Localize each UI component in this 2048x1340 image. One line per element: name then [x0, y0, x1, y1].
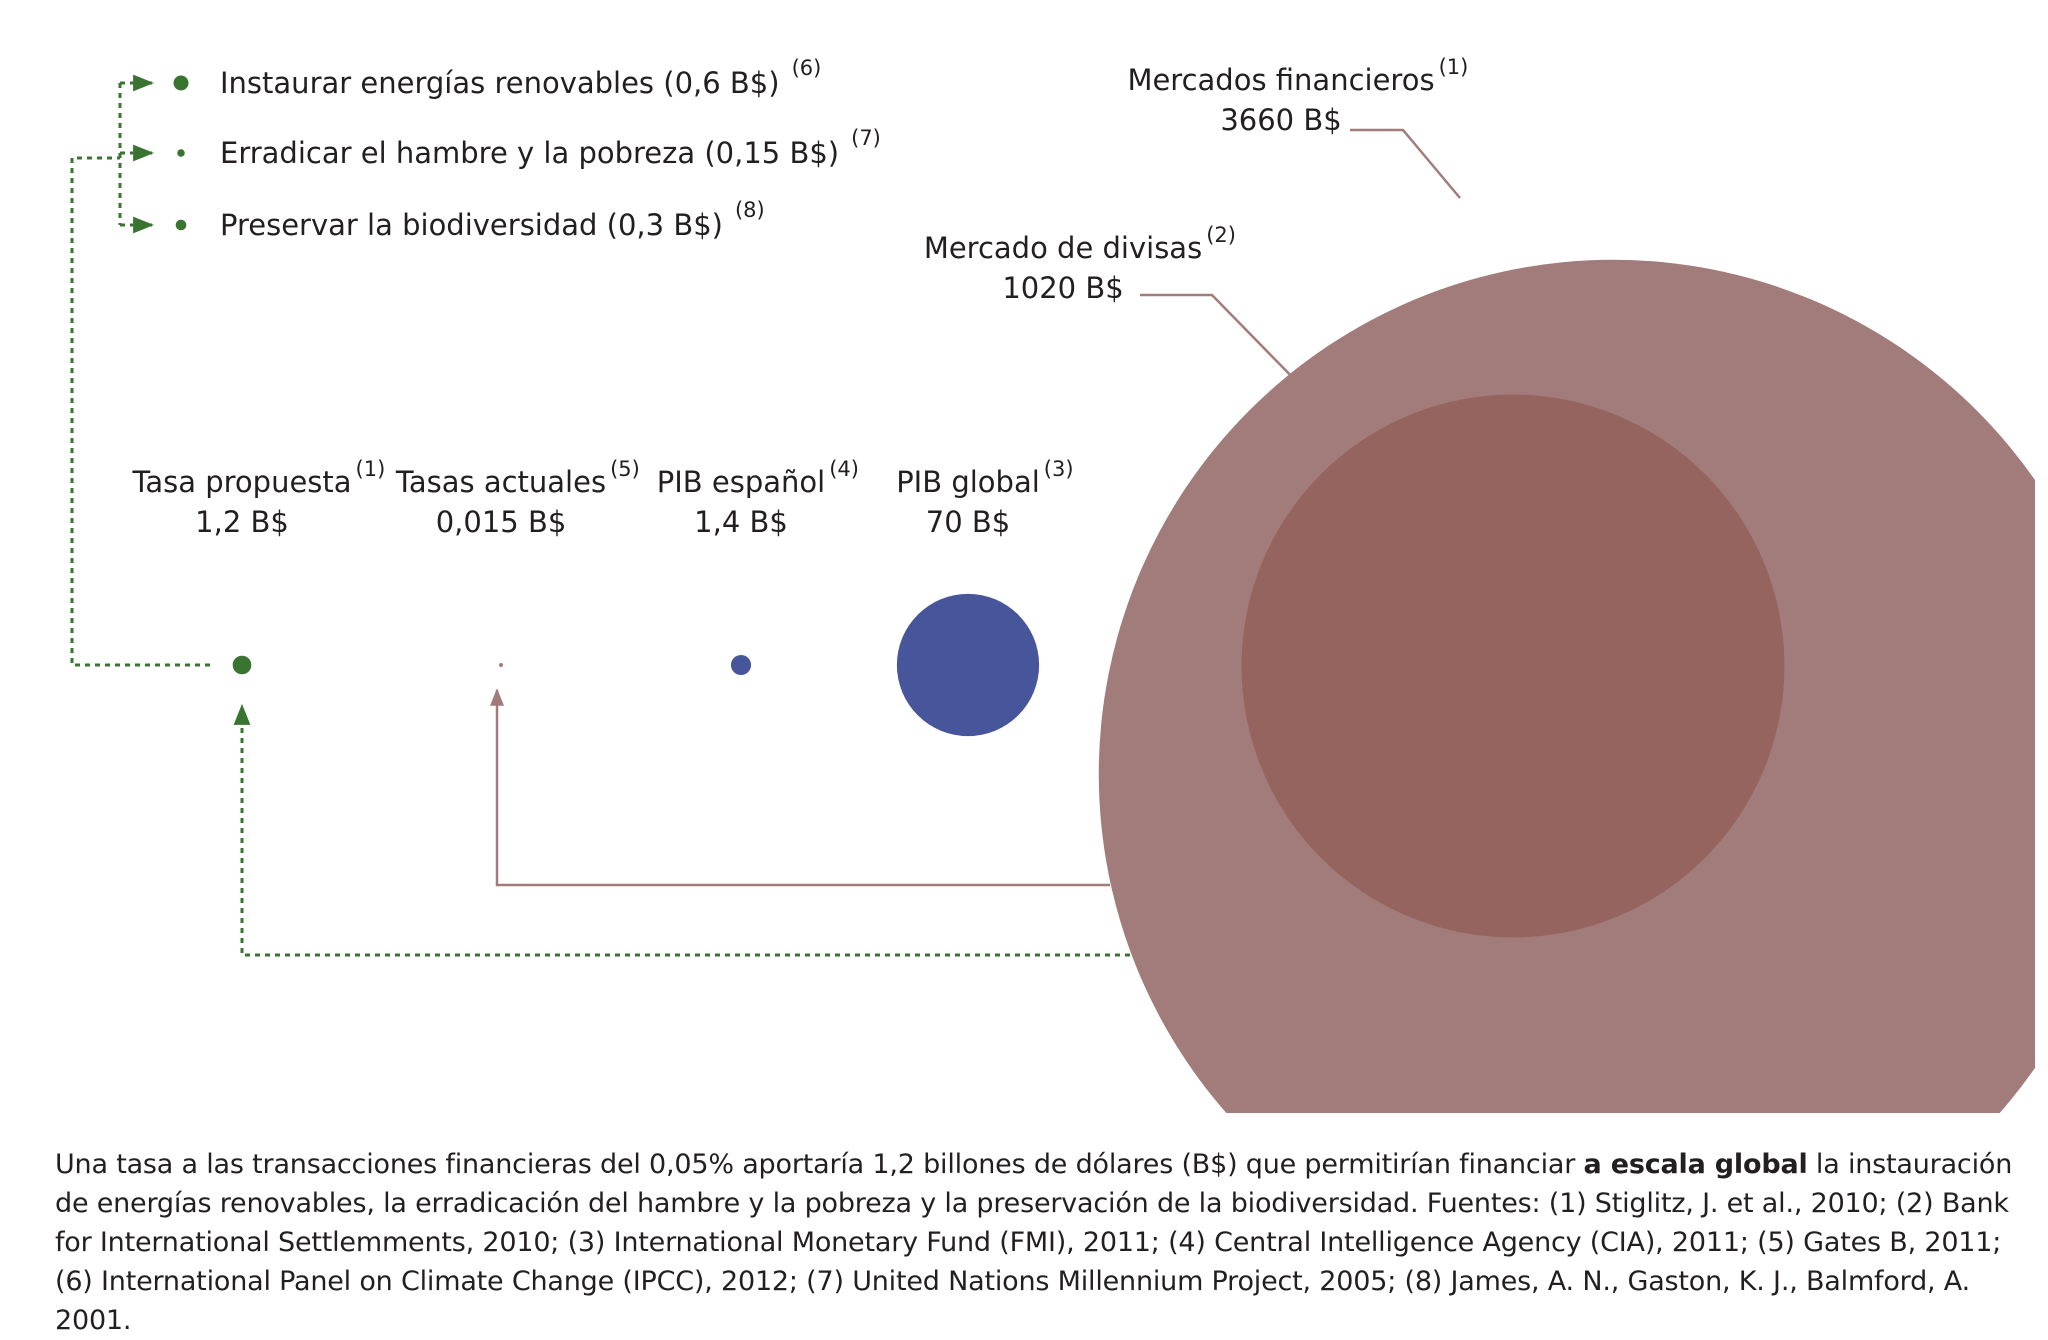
- uses-list: Instaurar energías renovables (0,6 B$) (6…: [118, 56, 881, 242]
- tasa-propuesta-value-label: 1,2 B$: [195, 505, 289, 539]
- mercado-divisas-leader-line: [1140, 293, 1301, 386]
- pib-espanol-value-label: 1,4 B$: [694, 505, 788, 539]
- mercados-financieros-leader-line: [1350, 128, 1461, 199]
- mercado-divisas-bubble: [1241, 394, 1785, 938]
- mercado-divisas-value-label: 1020 B$: [1002, 271, 1123, 305]
- renovables-ref: (6): [792, 56, 822, 80]
- labels-layer: Tasa propuesta (1)1,2 B$Tasas actuales (5)…: [131, 55, 1468, 539]
- bubbles-layer: [232, 259, 2035, 1113]
- bubble-chart: Tasa propuesta (1)1,2 B$Tasas actuales (5)…: [70, 55, 2035, 1113]
- tasas-actuales-ref: (5): [610, 457, 640, 481]
- mercado-divisas-label: Mercado de divisas: [924, 231, 1202, 265]
- pib-global-ref: (3): [1044, 457, 1074, 481]
- tasa-propuesta-bubble: [232, 655, 252, 675]
- hambre-ref: (7): [851, 126, 881, 150]
- biodiversidad-ref: (8): [735, 198, 765, 222]
- biodiversidad-bullet: [175, 219, 187, 231]
- uses-connector-line: [70, 156, 210, 667]
- tasa-propuesta-arrow: [233, 703, 1130, 957]
- mercados-financieros-ref: (1): [1439, 55, 1469, 79]
- mercados-financieros-value-label: 3660 B$: [1220, 103, 1341, 137]
- connectors-layer: [70, 128, 1461, 957]
- biodiversidad-label: Preservar la biodiversidad (0,3 B$): [220, 208, 723, 242]
- tasas-actuales-label: Tasas actuales: [395, 465, 606, 499]
- pib-global-value-label: 70 B$: [926, 505, 1010, 539]
- caption: Una tasa a las transacciones financieras…: [55, 1145, 2015, 1340]
- caption-text-start: Una tasa a las transacciones financieras…: [55, 1149, 1584, 1180]
- tasas-actuales-bubble: [499, 663, 503, 667]
- pib-espanol-bubble: [730, 654, 752, 676]
- tasa-propuesta-ref: (1): [356, 457, 386, 481]
- tasa-propuesta-label: Tasa propuesta: [131, 465, 351, 499]
- renovables-label: Instaurar energías renovables (0,6 B$): [220, 66, 780, 100]
- mercado-divisas-ref: (2): [1206, 223, 1236, 247]
- pib-global-label: PIB global: [896, 465, 1040, 499]
- pib-espanol-ref: (4): [829, 457, 859, 481]
- hambre-label: Erradicar el hambre y la pobreza (0,15 B…: [220, 136, 839, 170]
- pib-global-bubble: [896, 593, 1040, 737]
- pib-espanol-label: PIB español: [657, 465, 825, 499]
- renovables-bullet: [173, 75, 189, 91]
- caption-bold: a escala global: [1583, 1149, 1808, 1180]
- mercados-financieros-label: Mercados financieros: [1127, 63, 1434, 97]
- tasas-actuales-arrow: [490, 688, 1110, 887]
- hambre-bullet: [177, 149, 185, 157]
- caption-text-end: la instauración de energías renovables, …: [55, 1149, 2013, 1336]
- tasas-actuales-value-label: 0,015 B$: [436, 505, 567, 539]
